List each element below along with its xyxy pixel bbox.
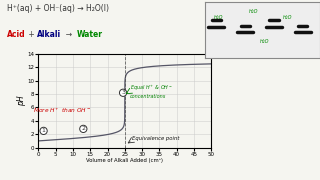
Text: Water: Water [77,30,103,39]
Text: H₂O: H₂O [260,39,269,44]
Text: Equivalence point: Equivalence point [132,136,179,141]
Text: 2: 2 [81,126,85,131]
Text: H₂O: H₂O [248,9,258,14]
Text: 3: 3 [121,90,125,95]
Text: →: → [61,30,77,39]
Text: H⁺(aq) + OH⁻(aq) → H₂O(l): H⁺(aq) + OH⁻(aq) → H₂O(l) [7,4,109,13]
Text: More H$^+$ than OH$^-$: More H$^+$ than OH$^-$ [34,106,92,115]
Text: 1: 1 [42,128,45,133]
Y-axis label: pH: pH [17,95,26,106]
Text: H₂O: H₂O [214,15,223,20]
Text: Acid: Acid [7,30,26,39]
Text: +: + [26,30,37,39]
Text: Alkali: Alkali [37,30,61,39]
X-axis label: Volume of Alkali Added (cm³): Volume of Alkali Added (cm³) [86,158,163,163]
Text: Equal H$^+$ & OH$^-$
concentrations: Equal H$^+$ & OH$^-$ concentrations [130,83,173,99]
Text: H₂O: H₂O [283,15,292,20]
